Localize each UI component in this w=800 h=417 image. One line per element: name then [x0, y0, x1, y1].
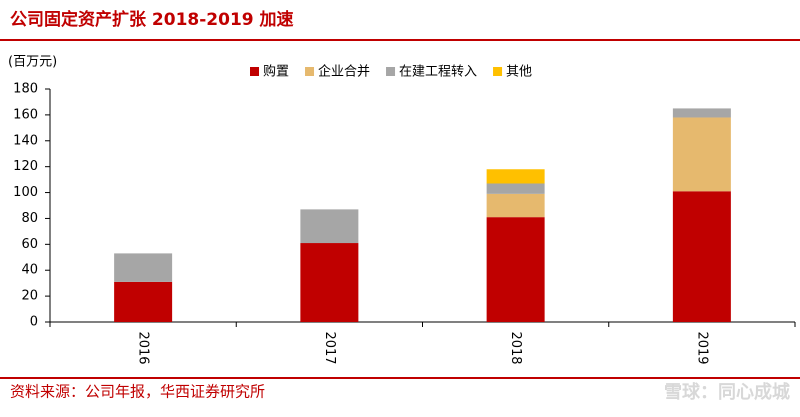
- bar-segment: [486, 217, 545, 322]
- x-tick-label: 2019: [694, 331, 709, 364]
- bar-segment: [300, 243, 359, 322]
- x-tick-label: 2017: [322, 331, 337, 364]
- source-note: 资料来源：公司年报，华西证券研究所: [10, 383, 265, 401]
- bar-segment: [114, 281, 173, 322]
- legend-swatch: [305, 67, 315, 76]
- y-tick-label: 160: [13, 107, 38, 122]
- legend-label: 企业合并: [318, 64, 370, 80]
- bar-segment: [486, 169, 545, 184]
- y-tick-label: 0: [30, 315, 38, 330]
- y-tick-label: 140: [13, 133, 38, 148]
- legend-label: 在建工程转入: [399, 65, 477, 80]
- y-tick-label: 80: [21, 211, 38, 226]
- legend-label: 购置: [263, 64, 289, 80]
- y-tick-label: 60: [21, 237, 38, 252]
- chart-title: 公司固定资产扩张 2018-2019 加速: [10, 9, 294, 30]
- legend-label: 其他: [506, 65, 532, 80]
- bar-segment: [486, 183, 545, 194]
- bar-segment: [486, 193, 545, 218]
- x-tick-label: 2016: [136, 331, 151, 364]
- y-tick-label: 100: [13, 185, 38, 200]
- y-tick-label: 20: [21, 289, 38, 304]
- bar-segment: [672, 191, 731, 322]
- legend-swatch: [493, 67, 503, 76]
- y-axis-label: (百万元): [8, 55, 57, 70]
- y-tick-label: 40: [21, 263, 38, 278]
- x-tick-label: 2018: [508, 331, 523, 364]
- bar-segment: [300, 209, 359, 244]
- bar-segment: [672, 108, 731, 118]
- y-tick-label: 120: [13, 159, 38, 174]
- bar-segment: [114, 253, 173, 282]
- legend-swatch: [386, 67, 396, 76]
- legend-swatch: [250, 67, 259, 76]
- bar-segment: [672, 117, 731, 192]
- watermark: 雪球：同心成城: [664, 381, 790, 403]
- y-tick-label: 180: [13, 82, 38, 97]
